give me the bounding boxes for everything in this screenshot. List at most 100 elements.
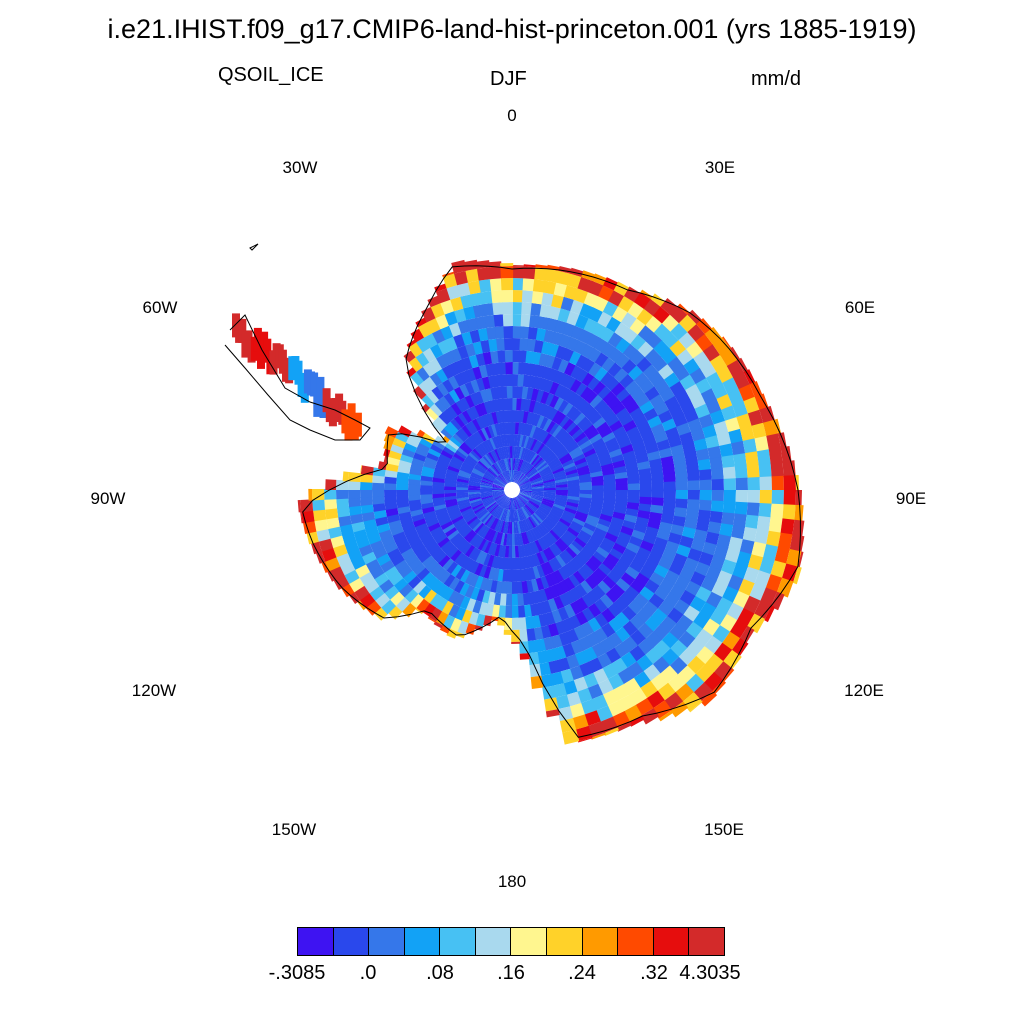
data-cell <box>651 497 664 507</box>
data-cell <box>721 455 735 469</box>
data-cell <box>552 425 563 438</box>
data-cell <box>489 437 497 450</box>
data-cell <box>658 447 673 460</box>
data-cell <box>435 597 448 612</box>
data-cell <box>782 504 796 522</box>
data-cell <box>612 426 627 438</box>
data-cell <box>529 315 541 329</box>
data-cell <box>651 482 664 491</box>
data-cell <box>502 398 509 411</box>
data-cell <box>480 486 493 489</box>
data-cell <box>547 368 559 382</box>
data-cell <box>795 475 799 492</box>
data-cell <box>570 450 584 460</box>
data-cell <box>519 490 532 494</box>
data-cell <box>432 489 445 495</box>
data-cell <box>564 530 577 541</box>
data-cell <box>523 544 530 557</box>
data-cell <box>619 413 634 427</box>
data-cell <box>774 418 782 435</box>
data-cell <box>707 521 722 536</box>
data-cell <box>721 512 735 527</box>
data-cell <box>402 570 417 584</box>
data-cell <box>446 546 459 559</box>
data-cell <box>754 393 769 411</box>
data-cell <box>444 526 457 537</box>
data-cell <box>733 513 747 529</box>
data-cell <box>521 507 528 519</box>
data-cell <box>384 482 397 490</box>
data-cell <box>446 468 459 476</box>
data-cell <box>372 467 386 477</box>
data-cell <box>455 449 467 460</box>
data-cell <box>569 600 582 616</box>
data-cell <box>500 263 514 267</box>
data-cell <box>420 479 433 486</box>
data-cell <box>662 505 676 517</box>
data-cell <box>490 465 500 476</box>
data-cell <box>511 641 521 644</box>
data-cell <box>570 267 585 278</box>
data-cell <box>684 517 698 530</box>
data-cell <box>500 473 508 484</box>
data-cell <box>535 460 547 470</box>
data-cell <box>518 434 524 447</box>
data-cell <box>522 411 529 424</box>
data-cell <box>416 366 431 382</box>
data-cell <box>758 462 772 479</box>
data-cell <box>719 523 734 538</box>
data-cell <box>479 402 488 416</box>
data-cell <box>442 446 456 456</box>
data-cell <box>373 509 387 520</box>
data-cell <box>433 621 443 629</box>
data-cell <box>522 463 531 474</box>
data-cell <box>529 425 537 438</box>
data-cell <box>483 473 495 481</box>
data-cell <box>453 579 465 594</box>
colorbar-label: .24 <box>568 962 596 984</box>
data-cell <box>562 549 574 562</box>
data-cell <box>570 520 584 531</box>
data-cell <box>711 490 724 503</box>
data-cell <box>627 476 640 485</box>
data-cell <box>443 543 456 556</box>
data-cell <box>434 399 447 413</box>
data-cell <box>679 431 694 446</box>
data-cell <box>238 318 247 343</box>
data-cell <box>604 437 619 449</box>
data-cell <box>530 303 543 317</box>
data-cell <box>539 522 550 534</box>
data-cell <box>515 496 522 508</box>
data-cell <box>606 570 621 585</box>
data-cell <box>504 605 512 618</box>
data-cell <box>526 424 534 437</box>
data-cell <box>530 478 543 484</box>
data-cell <box>514 434 519 447</box>
data-cell <box>614 322 631 339</box>
data-cell <box>589 506 602 515</box>
data-cell <box>512 386 518 399</box>
data-cell <box>316 376 325 401</box>
data-cell <box>450 418 462 431</box>
data-cell <box>527 530 535 543</box>
data-cell <box>734 501 748 516</box>
data-cell <box>496 476 507 485</box>
data-cell <box>594 337 609 353</box>
data-cell <box>525 628 536 642</box>
data-cell <box>620 572 635 587</box>
data-cell <box>602 468 615 477</box>
data-cell <box>749 583 766 602</box>
data-cell <box>637 325 655 343</box>
data-cell <box>517 509 522 521</box>
data-cell <box>482 513 492 525</box>
data-cell <box>580 699 597 715</box>
data-cell <box>606 316 622 333</box>
data-cell <box>549 529 561 541</box>
data-cell <box>589 433 603 445</box>
data-cell <box>359 592 376 609</box>
data-cell <box>722 668 735 683</box>
data-cell <box>618 437 632 449</box>
data-cell <box>540 503 553 511</box>
data-cell <box>463 305 477 320</box>
data-cell <box>526 502 537 512</box>
